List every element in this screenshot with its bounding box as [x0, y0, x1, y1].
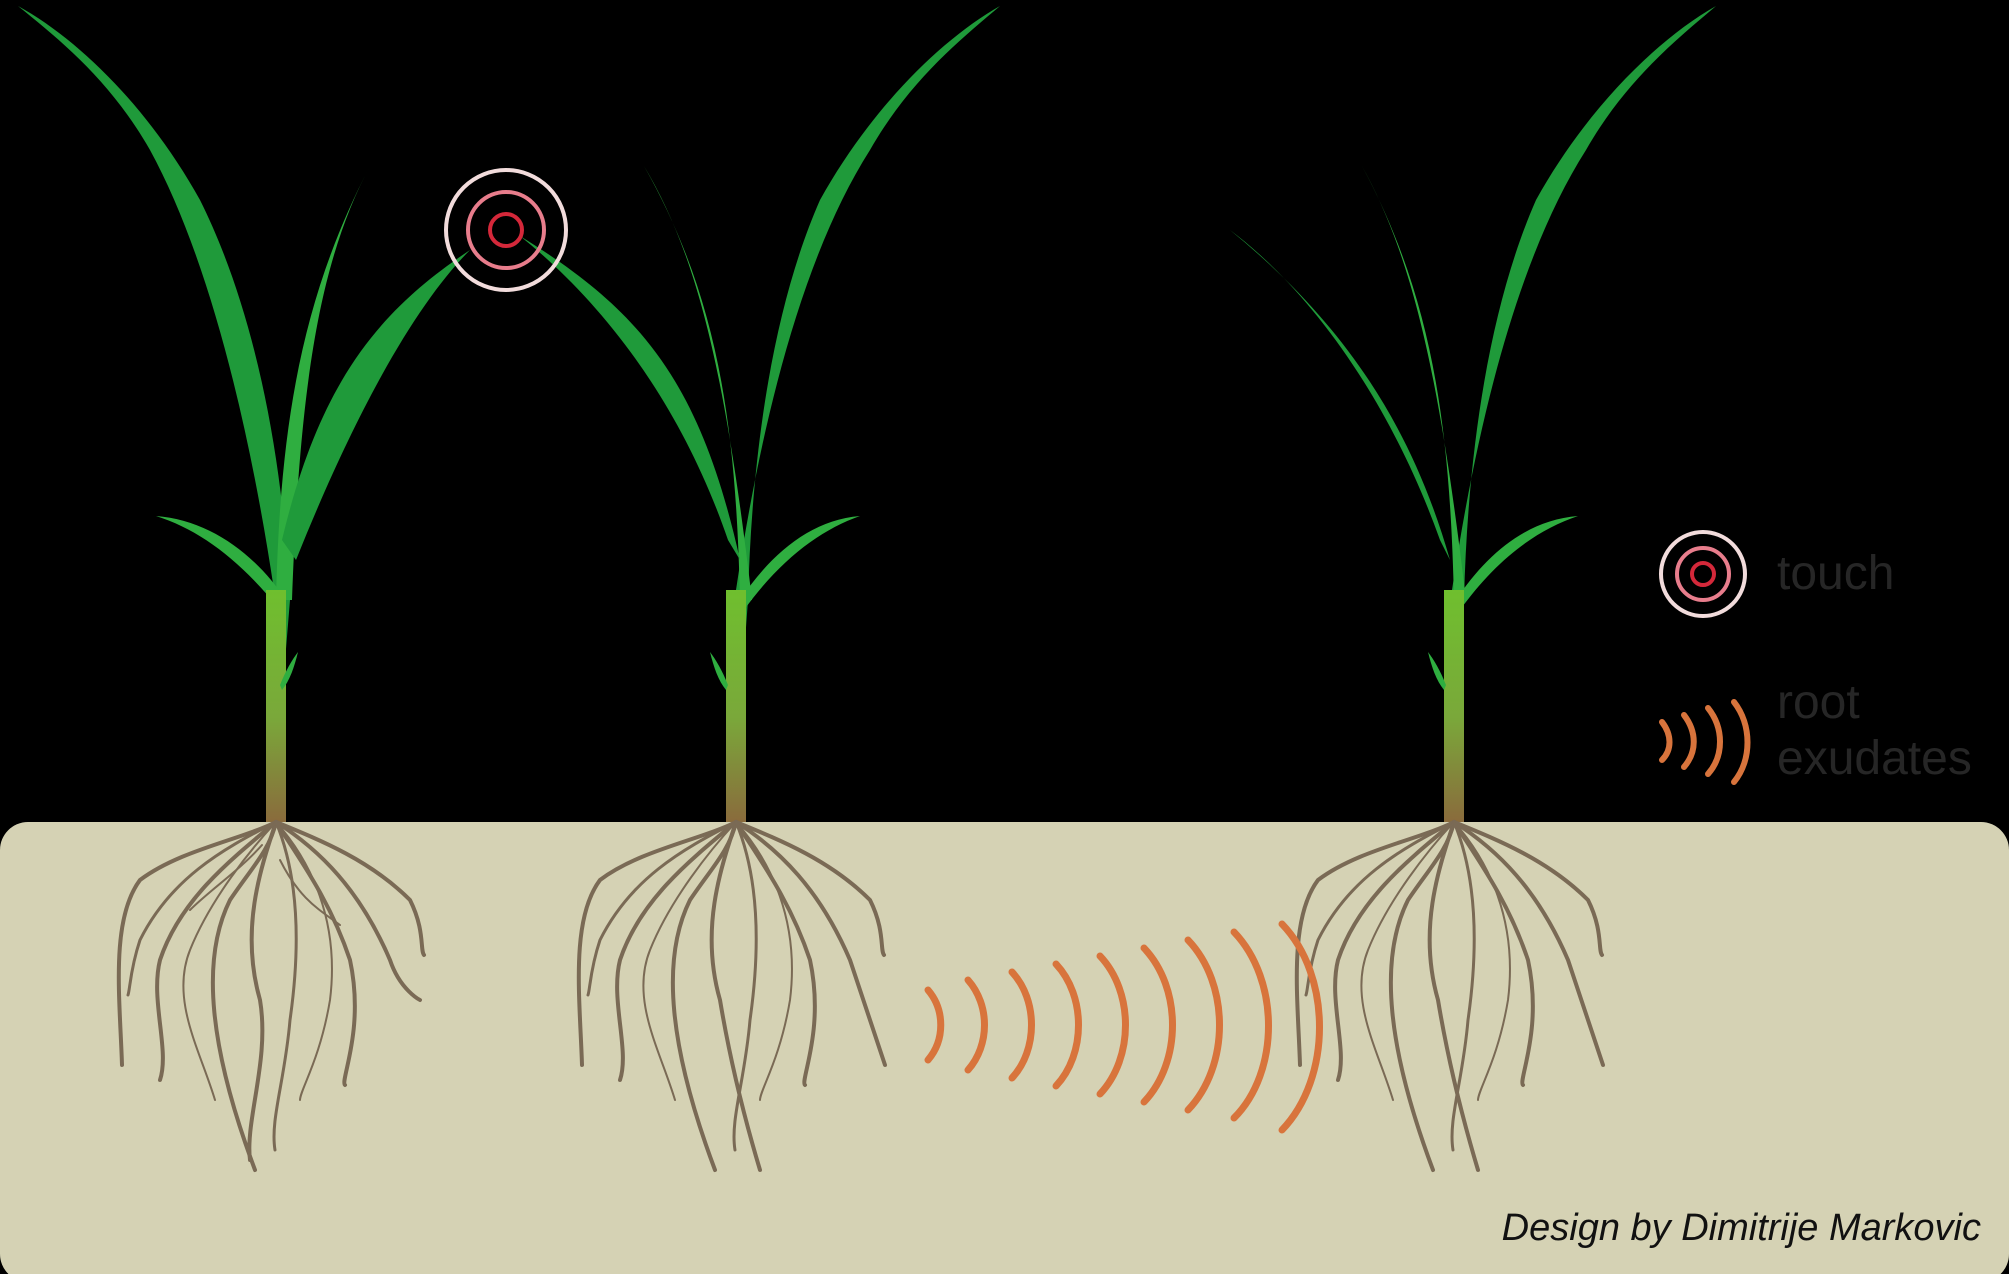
legend-root-exudates-label: root exudates: [1777, 675, 1972, 787]
roots-plant-3: [1294, 820, 1605, 1172]
leaf: [282, 250, 470, 560]
legend-touch-icon: [1659, 530, 1747, 618]
maize-plant-1: [18, 6, 470, 822]
leaf: [644, 166, 752, 600]
stem: [726, 590, 746, 822]
legend-touch-label: touch: [1777, 547, 1895, 600]
leaf: [710, 652, 728, 690]
touch-signal-icon: [444, 168, 568, 292]
stem: [266, 590, 286, 822]
legend-root-label-line1: root: [1777, 676, 1860, 729]
leaf: [276, 166, 370, 600]
leaf: [280, 652, 298, 690]
root-exudates-waves: [924, 920, 1323, 1134]
maize-plant-2: [520, 6, 1000, 822]
roots-plant-2: [576, 820, 887, 1172]
maize-plant-3: [1230, 6, 1716, 822]
stem: [1444, 590, 1464, 822]
leaf: [1362, 166, 1466, 600]
roots-plant-1: [116, 820, 426, 1172]
leaf: [1428, 652, 1446, 690]
legend-root-exudates-icon: [1659, 699, 1751, 785]
legend-root-label-line2: exudates: [1777, 732, 1972, 785]
design-credit: Design by Dimitrije Markovic: [1501, 1207, 1981, 1249]
